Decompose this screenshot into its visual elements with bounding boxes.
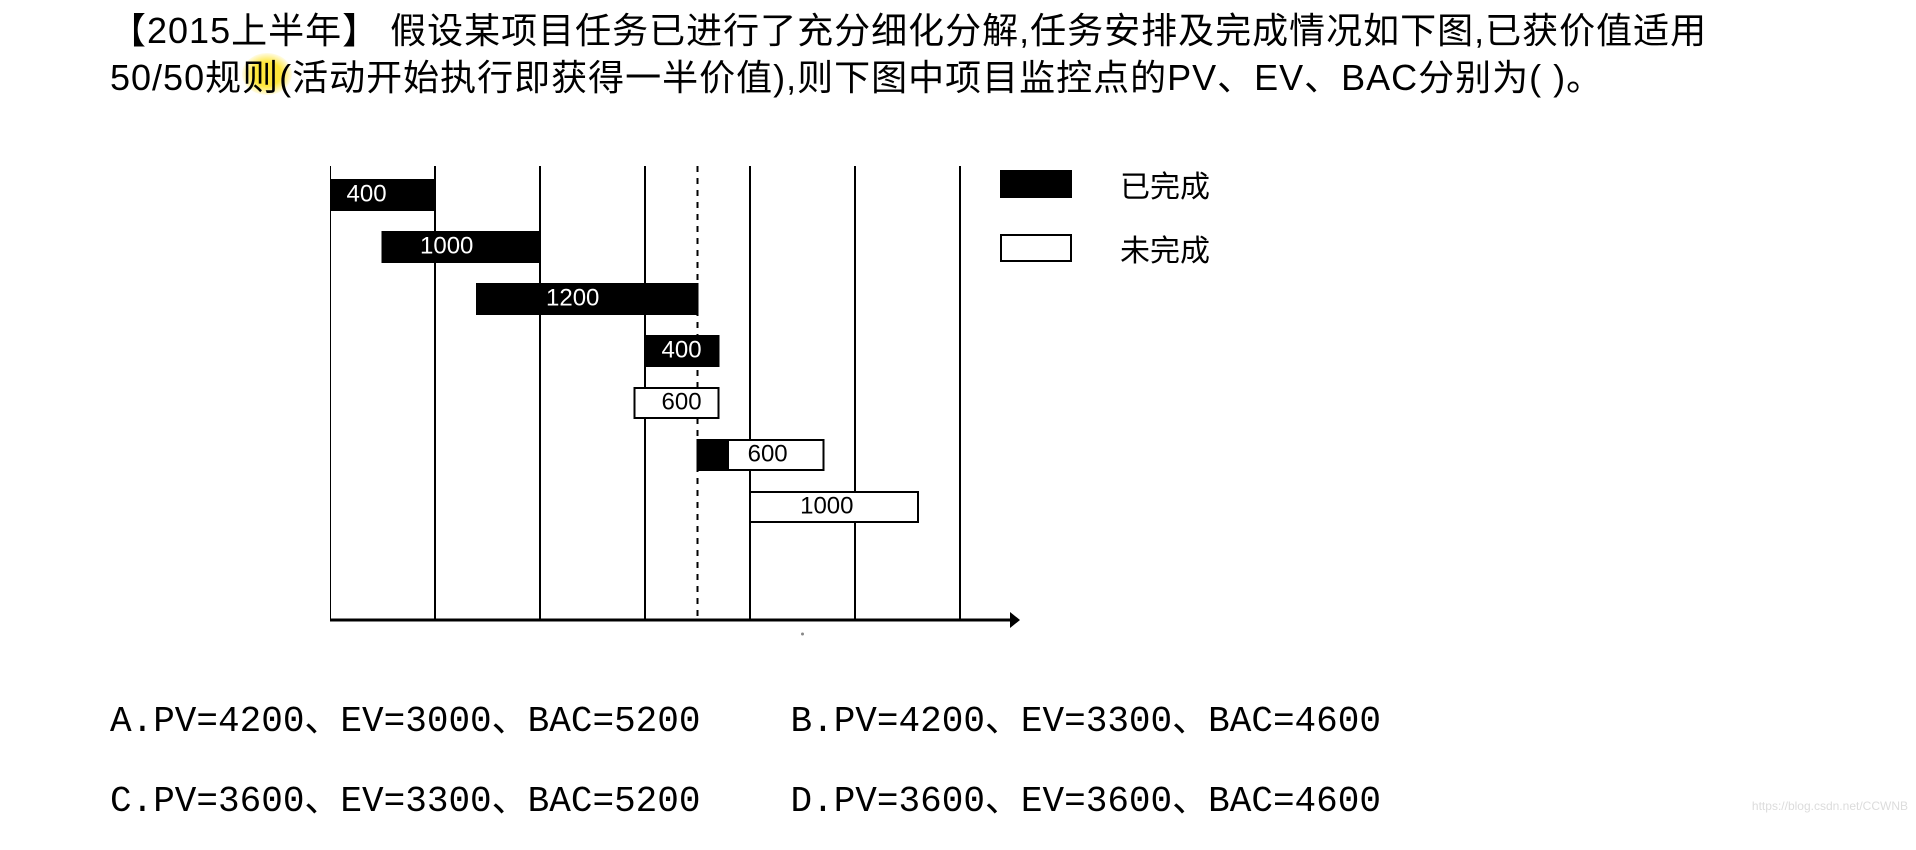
answer-options: A.PV=4200、EV=3000、BAC=5200 B.PV=4200、EV=… [110,690,1810,850]
svg-text:600: 600 [748,441,788,468]
svg-text:600: 600 [662,389,702,416]
svg-text:1000: 1000 [420,233,473,260]
legend-label-incomplete: 未完成 [1120,226,1210,270]
option-d: D.PV=3600、EV=3600、BAC=4600 [790,770,1380,822]
legend-label-completed: 已完成 [1120,162,1210,206]
svg-text:1000: 1000 [800,493,853,520]
legend-swatch-empty [1000,234,1072,262]
svg-text:400: 400 [347,181,387,208]
gantt-chart: 400 1000 1200 400 600 600 1000 [330,160,1020,660]
option-b: B.PV=4200、EV=3300、BAC=4600 [790,690,1380,742]
svg-text:1200: 1200 [546,285,599,312]
legend-item-incomplete: 未完成 [1000,226,1210,270]
option-a: A.PV=4200、EV=3000、BAC=5200 [110,690,700,742]
svg-text:400: 400 [662,337,702,364]
question-text: 【2015上半年】 假设某项目任务已进行了充分细化分解,任务安排及完成情况如下图… [110,8,1800,102]
option-c: C.PV=3600、EV=3300、BAC=5200 [110,770,700,822]
legend-item-completed: 已完成 [1000,162,1210,206]
legend-swatch-filled [1000,170,1072,198]
watermark: https://blog.csdn.net/CCWNB [1752,799,1908,813]
legend: 已完成 未完成 [1000,162,1210,290]
